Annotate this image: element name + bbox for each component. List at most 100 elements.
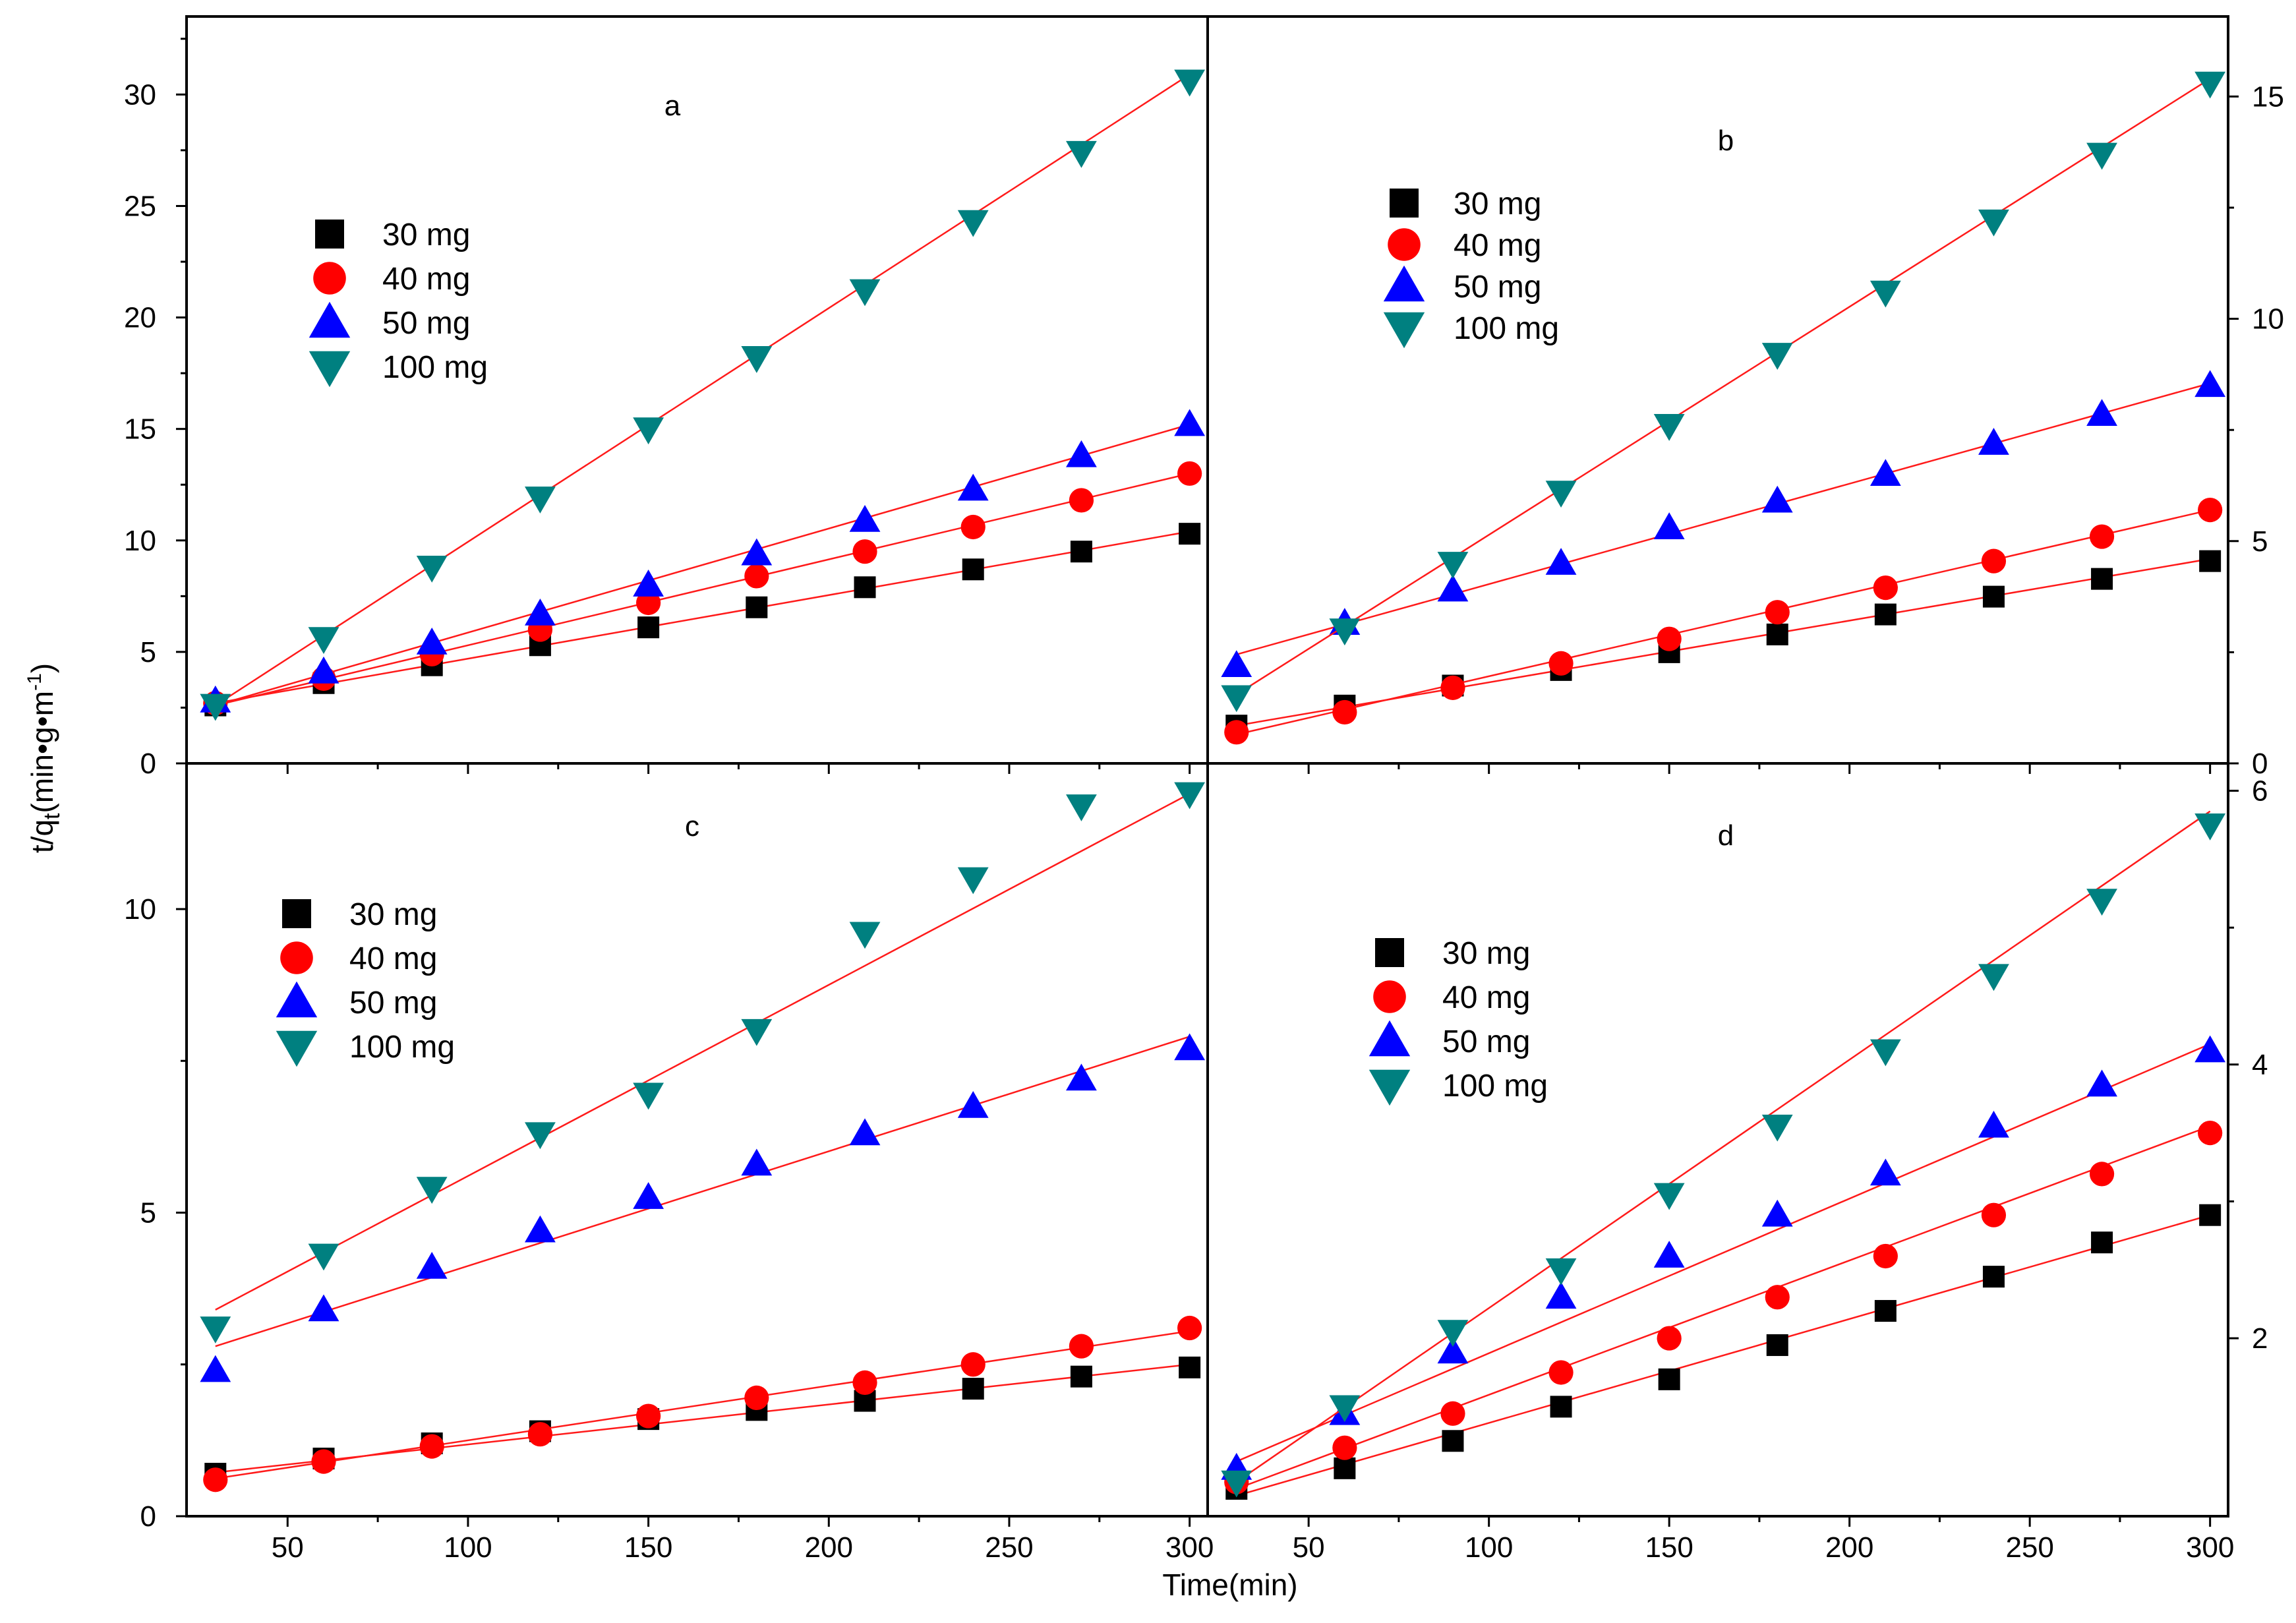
legend-label: 40 mg	[382, 262, 470, 297]
data-point	[1440, 675, 1465, 700]
y-axis-title-end: )	[25, 663, 59, 673]
series-50-mg	[1221, 1035, 2226, 1480]
data-point	[1221, 685, 1252, 713]
data-point	[1874, 603, 1897, 626]
fit-line	[1236, 382, 2210, 655]
data-point	[1765, 600, 1790, 625]
legend-label: 30 mg	[349, 897, 437, 932]
series-40-mg	[203, 461, 1202, 716]
data-point	[1981, 1202, 2007, 1227]
series-40-mg	[1224, 497, 2223, 745]
data-point	[1765, 1285, 1790, 1310]
x-tick-label: 150	[1645, 1531, 1693, 1564]
data-point	[1221, 650, 1252, 678]
y-tick-label: 25	[124, 190, 156, 222]
y-tick-label: 15	[124, 413, 156, 446]
data-point	[1761, 1199, 1793, 1227]
data-point	[962, 558, 984, 581]
data-point	[308, 656, 339, 684]
legend-marker	[1375, 938, 1404, 967]
x-tick-label: 250	[2005, 1531, 2053, 1564]
data-point	[2198, 1121, 2223, 1146]
data-point	[1174, 409, 1206, 436]
data-point	[1869, 1039, 1901, 1067]
data-point	[1179, 1356, 1201, 1378]
data-point	[525, 1215, 556, 1243]
data-point	[1982, 585, 2005, 608]
data-point	[1066, 440, 1097, 467]
series-30-mg	[1225, 550, 2222, 737]
legend-b: 30 mg 40 mg 50 mg 100 mg	[1383, 187, 1559, 349]
y-tick-label: 30	[124, 78, 156, 111]
data-point	[1069, 488, 1094, 513]
legend-marker	[1388, 228, 1421, 261]
data-point	[636, 590, 661, 616]
legend-marker	[276, 981, 318, 1018]
panel-a-label: a	[664, 90, 681, 122]
legend-marker	[309, 351, 351, 388]
data-point	[1070, 1365, 1092, 1388]
data-point	[1548, 651, 1574, 676]
data-point	[1653, 1241, 1685, 1268]
y-tick-label: 4	[2252, 1049, 2268, 1081]
data-point	[1177, 461, 1202, 486]
data-point	[2089, 524, 2115, 549]
panel-d-frame	[1206, 762, 2229, 1518]
fit-line	[215, 1330, 1190, 1480]
data-point	[1653, 414, 1685, 441]
data-point	[957, 1090, 989, 1118]
legend-marker	[1373, 980, 1406, 1013]
series-30-mg	[204, 523, 1201, 717]
y-tick-label: 0	[140, 748, 156, 780]
data-point	[1981, 548, 2007, 574]
data-point	[1869, 459, 1901, 487]
data-point	[2086, 399, 2117, 426]
fit-line	[1236, 1214, 2210, 1497]
data-point	[1174, 69, 1206, 97]
data-point	[2199, 1204, 2222, 1226]
data-point	[849, 922, 881, 949]
data-point	[1066, 1063, 1097, 1091]
series-50-mg	[200, 1033, 1206, 1382]
y-axis-title-superscript: -1	[24, 673, 45, 691]
data-point	[1548, 1360, 1574, 1385]
data-point	[1545, 1258, 1577, 1285]
data-point	[2194, 1035, 2226, 1063]
legend-label: 50 mg	[1442, 1024, 1530, 1059]
data-point	[2194, 370, 2226, 398]
data-point	[1873, 575, 1898, 601]
data-point	[2086, 1069, 2117, 1097]
data-point	[957, 210, 989, 237]
y-tick-label: 0	[2252, 748, 2268, 780]
data-point	[633, 1082, 664, 1110]
data-point	[1653, 512, 1685, 539]
data-point	[1334, 1457, 1356, 1479]
panel-d-label: d	[1718, 819, 1734, 852]
data-point	[1653, 1183, 1685, 1210]
fit-line	[215, 473, 1190, 707]
series-100-mg	[1221, 810, 2226, 1498]
data-point	[525, 1122, 556, 1150]
data-point	[633, 417, 664, 445]
legend-marker	[280, 941, 313, 974]
data-point	[2199, 550, 2222, 572]
legend-marker	[282, 899, 311, 928]
data-point	[1177, 1315, 1202, 1341]
panel-b-label: b	[1718, 125, 1734, 157]
data-point	[741, 1018, 773, 1046]
fit-line	[215, 423, 1190, 707]
data-point	[960, 1352, 986, 1377]
data-point	[852, 1370, 877, 1395]
legend-label: 50 mg	[1454, 270, 1541, 305]
data-point	[741, 1148, 773, 1176]
data-point	[1978, 428, 2009, 455]
data-point	[741, 538, 773, 566]
data-point	[2089, 1162, 2115, 1187]
legend-a: 30 mg 40 mg 50 mg 100 mg	[309, 218, 488, 388]
data-point	[1658, 1368, 1680, 1390]
y-tick-label: 6	[2252, 775, 2268, 808]
data-point	[1437, 1320, 1469, 1347]
y-tick-label: 0	[140, 1500, 156, 1533]
data-point	[1437, 574, 1469, 602]
